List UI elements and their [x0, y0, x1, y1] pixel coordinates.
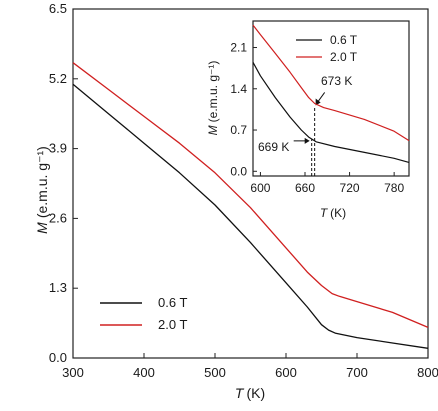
main-y-tick-label-2: 2.6 [49, 210, 67, 225]
inset-x-axis-label: T (K) [320, 206, 346, 220]
main-y-tick-label-5: 6.5 [49, 1, 67, 16]
main-y-tick-label-0: 0.0 [49, 350, 67, 365]
inset-series [252, 24, 410, 163]
inset-y-tick-label-1: 0.7 [230, 123, 247, 137]
inset-legend-label-0: 0.6 T [330, 33, 358, 47]
inset-ticks: 600 660 720 780 0.0 0.7 1.4 2.1 [230, 41, 404, 195]
inset-annotation-673: 673 K [321, 74, 352, 88]
inset-annotation-669: 669 K [258, 140, 289, 154]
main-y-tick-label-1: 1.3 [49, 280, 67, 295]
inset-arrowhead-669 [304, 137, 310, 144]
main-series [72, 62, 429, 349]
main-y-tick-label-3: 3.9 [49, 141, 67, 156]
inset-y-tick-label-0: 0.0 [230, 164, 247, 178]
inset-x-tick-label-0: 600 [250, 181, 270, 195]
main-x-axis-label: T (K) [235, 385, 265, 401]
main-legend-label-1: 2.0 T [158, 317, 187, 332]
main-x-tick-label-2: 500 [204, 365, 226, 380]
main-plot: 300 400 500 600 700 800 0.0 1.3 2.6 3.9 5.2 6.5 M(e… [34, 1, 438, 401]
inset-series-line-1 [252, 24, 410, 142]
main-legend-label-0: 0.6 T [158, 295, 187, 310]
main-x-tick-label-4: 700 [346, 365, 368, 380]
inset-legend-label-1: 2.0 T [330, 50, 358, 64]
inset-series-line-0 [252, 62, 410, 163]
main-x-tick-label-0: 300 [62, 365, 84, 380]
main-x-tick-label-3: 600 [275, 365, 297, 380]
main-y-axis-label: M(e.m.u. g⁻¹) [34, 146, 50, 234]
main-x-tick-label-1: 400 [133, 365, 155, 380]
inset-plot-frame [252, 20, 410, 177]
inset-legend: 0.6 T 2.0 T [296, 33, 358, 64]
main-series-line-1 [72, 62, 429, 328]
inset-y-tick-label-3: 2.1 [230, 41, 247, 55]
main-series-line-0 [72, 83, 429, 349]
main-plot-frame [72, 8, 429, 359]
inset-x-tick-label-1: 660 [295, 181, 315, 195]
inset-arrowhead-673 [315, 98, 321, 106]
main-legend: 0.6 T 2.0 T [100, 295, 187, 332]
inset-x-tick-label-3: 780 [384, 181, 404, 195]
inset-y-tick-label-2: 1.4 [230, 82, 247, 96]
main-y-tick-label-4: 5.2 [49, 71, 67, 86]
inset-y-axis-label: M(e.m.u. g⁻¹) [206, 61, 220, 136]
main-ticks: 300 400 500 600 700 800 0.0 1.3 2.6 3.9 5.2 6.5 [49, 1, 438, 380]
inset-plot: 600 660 720 780 0.0 0.7 1.4 2.1 M(e.m.u. g⁻¹) T… [206, 20, 410, 220]
inset-x-tick-label-2: 720 [340, 181, 360, 195]
inset-annotations [293, 92, 326, 176]
main-x-tick-label-5: 800 [417, 365, 438, 380]
